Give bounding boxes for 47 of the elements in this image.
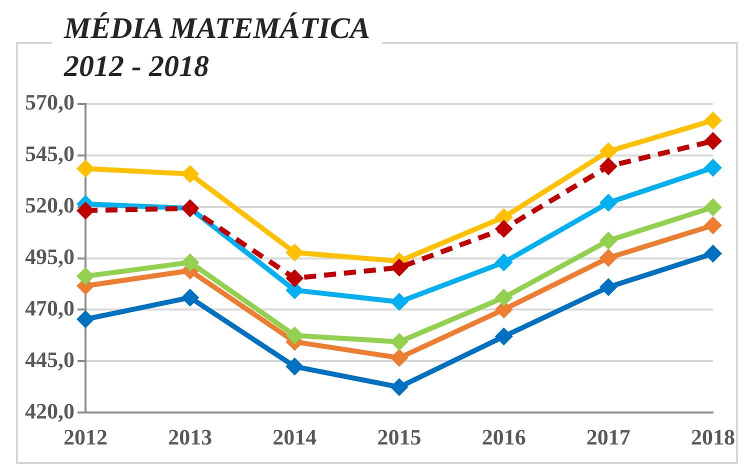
point	[599, 278, 618, 296]
y-tick-label: 420,0	[25, 398, 74, 424]
point	[704, 158, 722, 177]
point	[704, 132, 722, 150]
point	[181, 288, 200, 307]
point	[704, 198, 722, 216]
y-tick-label: 470,0	[25, 295, 74, 320]
point	[599, 142, 618, 160]
point	[286, 244, 304, 262]
point	[494, 288, 513, 307]
y-tick-label: 570,0	[25, 90, 74, 115]
point	[599, 157, 618, 176]
point	[599, 194, 618, 212]
point	[599, 232, 618, 250]
point	[286, 326, 304, 344]
point	[181, 253, 200, 272]
point	[704, 216, 722, 234]
y-tick-label: 545,0	[25, 141, 74, 166]
point	[390, 258, 408, 277]
point	[76, 267, 94, 286]
point	[76, 202, 94, 220]
point	[76, 160, 94, 178]
x-tick-label: 2014	[272, 424, 317, 450]
point	[494, 220, 513, 238]
point	[390, 378, 408, 396]
x-tick-label: 2012	[64, 424, 108, 450]
y-tick-label: 520,0	[25, 192, 74, 218]
chart-title: MÉDIA MATEMÁTICA 2012 - 2018	[52, 10, 382, 86]
point	[286, 358, 304, 376]
y-tick-label: 445,0	[25, 346, 74, 372]
point	[704, 244, 722, 263]
x-tick-label: 2013	[168, 424, 212, 450]
point	[599, 248, 618, 267]
point	[390, 348, 408, 367]
point	[494, 327, 513, 346]
y-tick-label: 495,0	[25, 244, 74, 269]
point	[494, 253, 513, 272]
point	[704, 111, 722, 130]
point	[76, 310, 94, 328]
x-tick-label: 2017	[586, 424, 630, 450]
point	[390, 292, 408, 311]
x-tick-label: 2018	[691, 424, 735, 450]
x-tick-label: 2015	[377, 424, 422, 450]
point	[181, 164, 200, 183]
point	[286, 269, 304, 288]
x-tick-label: 2016	[482, 424, 526, 450]
point	[390, 332, 408, 351]
